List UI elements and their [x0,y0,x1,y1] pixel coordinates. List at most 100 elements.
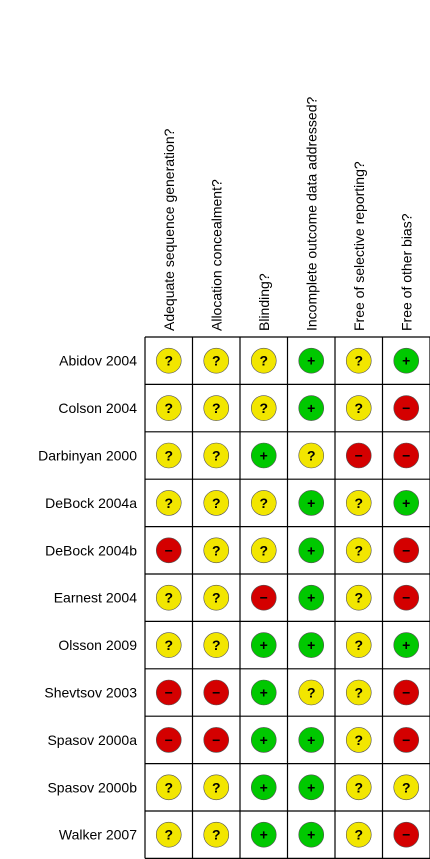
rating-unclear-circle [203,632,230,658]
rating-high-risk-symbol: − [165,542,173,558]
rating-unclear-circle [345,395,372,421]
rating-high-risk-circle [250,584,277,611]
rating-low-risk-symbol: + [402,353,410,369]
rating-low-risk-symbol: + [260,448,268,464]
rating-unclear-symbol: ? [212,495,221,511]
row-label: Shevtsov 2003 [44,685,137,701]
rating-high-risk-circle [345,442,372,469]
row-label: Spasov 2000b [47,779,137,795]
rating-unclear-symbol: ? [259,353,268,369]
rating-low-risk-symbol: + [307,400,315,416]
rating-low-risk-symbol: + [260,732,268,748]
rating-high-risk-symbol: − [212,685,220,701]
rating-high-risk-symbol: − [402,685,410,701]
rating-low-risk-symbol: + [307,590,315,606]
rating-unclear-symbol: ? [164,827,173,843]
rating-unclear-symbol: ? [354,495,363,511]
rating-unclear-circle [155,490,182,516]
rating-low-risk-symbol: + [307,779,315,795]
column-header: Allocation concealment? [208,179,224,331]
rating-high-risk-circle [393,679,420,706]
rating-unclear-circle [345,632,372,658]
rating-unclear-circle [393,774,420,801]
rating-unclear-symbol: ? [259,542,268,558]
rating-unclear-circle [250,537,277,564]
rating-unclear-circle [345,727,372,753]
rating-unclear-symbol: ? [212,590,221,606]
column-header: Free of selective reporting? [351,161,367,331]
rating-low-risk-circle [298,490,325,516]
rating-low-risk-circle [393,347,420,374]
rating-low-risk-symbol: + [260,685,268,701]
rating-unclear-circle [203,347,230,374]
rating-low-risk-circle [298,395,325,421]
rating-low-risk-symbol: + [260,779,268,795]
row-label: Olsson 2009 [58,637,137,653]
rating-high-risk-circle [155,679,182,706]
rating-unclear-symbol: ? [354,542,363,558]
rating-unclear-symbol: ? [259,400,268,416]
rating-low-risk-symbol: + [307,827,315,843]
rating-unclear-circle [250,347,277,374]
rating-low-risk-circle [250,632,277,658]
rating-unclear-symbol: ? [402,779,411,795]
rating-unclear-symbol: ? [212,827,221,843]
rating-unclear-circle [203,442,230,469]
rating-unclear-circle [345,679,372,706]
rating-high-risk-circle [155,537,182,564]
rating-low-risk-circle [250,727,277,753]
rating-high-risk-circle [393,395,420,421]
row-label: DeBock 2004a [45,495,137,511]
rating-unclear-circle [155,442,182,469]
rating-unclear-circle [345,821,372,848]
rating-unclear-circle [155,584,182,611]
rating-unclear-symbol: ? [212,353,221,369]
rating-low-risk-symbol: + [307,495,315,511]
rating-unclear-circle [250,395,277,421]
rating-low-risk-circle [298,632,325,658]
rating-high-risk-symbol: − [402,590,410,606]
rating-unclear-circle [345,774,372,801]
rating-unclear-circle [345,490,372,516]
rating-low-risk-symbol: + [307,353,315,369]
rating-unclear-circle [250,490,277,516]
column-header: Adequate sequence generation? [161,128,177,331]
rating-unclear-circle [203,774,230,801]
rating-unclear-circle [298,679,325,706]
rating-unclear-symbol: ? [212,400,221,416]
rating-unclear-symbol: ? [164,495,173,511]
rating-unclear-symbol: ? [354,400,363,416]
row-label: Earnest 2004 [54,590,137,606]
rating-unclear-symbol: ? [354,590,363,606]
rating-low-risk-circle [298,774,325,801]
rating-unclear-symbol: ? [307,685,316,701]
rating-high-risk-circle [393,584,420,611]
rating-high-risk-symbol: − [165,732,173,748]
rating-high-risk-symbol: − [402,448,410,464]
rating-low-risk-circle [393,490,420,516]
rating-unclear-circle [203,490,230,516]
rating-unclear-symbol: ? [164,590,173,606]
rating-unclear-circle [155,821,182,848]
rating-unclear-symbol: ? [212,779,221,795]
rating-high-risk-symbol: − [212,732,220,748]
rating-unclear-symbol: ? [212,448,221,464]
row-label: Walker 2007 [59,827,137,843]
rating-unclear-symbol: ? [212,637,221,653]
rating-unclear-circle [203,584,230,611]
row-label: Darbinyan 2000 [38,448,137,464]
rating-unclear-circle [203,395,230,421]
row-label: Abidov 2004 [59,353,137,369]
rating-high-risk-circle [203,679,230,706]
rating-low-risk-circle [250,442,277,469]
rating-unclear-symbol: ? [354,779,363,795]
rating-low-risk-symbol: + [402,495,410,511]
rating-low-risk-symbol: + [307,732,315,748]
rating-unclear-circle [203,821,230,848]
rating-high-risk-circle [393,442,420,469]
rating-high-risk-symbol: − [402,827,410,843]
rating-unclear-circle [345,584,372,611]
rating-low-risk-circle [250,774,277,801]
column-header: Incomplete outcome data addressed? [303,97,319,331]
